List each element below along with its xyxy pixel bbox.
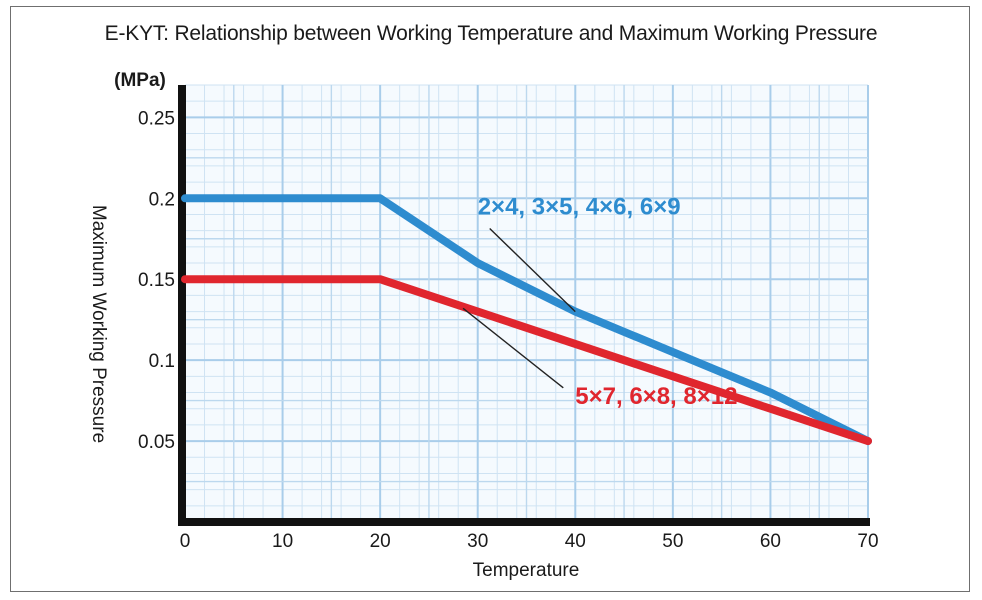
- x-tick-label: 50: [662, 531, 683, 552]
- series-line-2: [181, 275, 872, 446]
- y-tick-label: 0.25: [138, 108, 175, 129]
- y-tick-label: 0.05: [138, 432, 175, 453]
- tick-labels: 0 10 20 30 40 50 60 70 0.25 0.2 0.15 0.1 0.05: [138, 108, 879, 552]
- x-tick-label: 60: [760, 531, 781, 552]
- x-tick-label: 0: [180, 531, 191, 552]
- y-axis-label: Maximum Working Pressure: [88, 205, 109, 443]
- x-tick-label: 20: [370, 531, 391, 552]
- x-tick-label: 10: [272, 531, 293, 552]
- series-labels: 2×4, 3×5, 4×6, 6×9 5×7, 6×8, 8×12: [462, 193, 737, 410]
- y-unit-label: (MPa): [114, 70, 166, 91]
- series-label-2: 5×7, 6×8, 8×12: [575, 383, 737, 410]
- series-pointer-1: [489, 227, 576, 313]
- x-tick-label: 70: [857, 531, 878, 552]
- series-pointer-2: [462, 307, 564, 389]
- x-tick-label: 30: [467, 531, 488, 552]
- chart-title: E-KYT: Relationship between Working Temp…: [104, 22, 878, 45]
- series-label-1: 2×4, 3×5, 4×6, 6×9: [478, 193, 681, 220]
- y-tick-label: 0.1: [149, 351, 175, 372]
- y-tick-label: 0.2: [149, 189, 175, 210]
- y-tick-label: 0.15: [138, 270, 175, 291]
- x-tick-label: 40: [565, 531, 586, 552]
- x-axis-label: Temperature: [473, 560, 580, 581]
- axes: [178, 85, 870, 526]
